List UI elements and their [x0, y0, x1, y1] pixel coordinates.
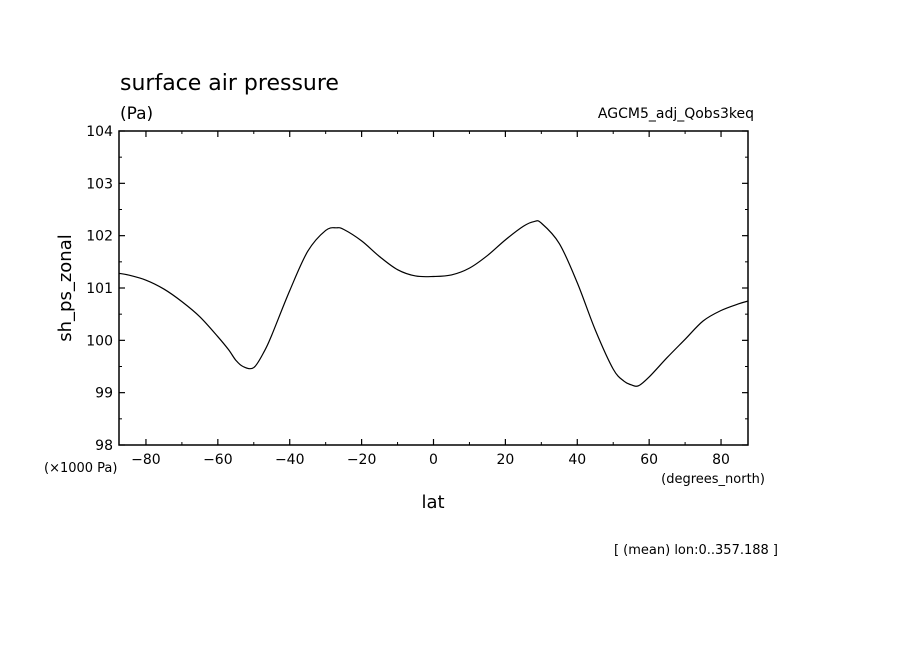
- y-tick-label: 103: [86, 176, 113, 192]
- x-tick-label: −60: [203, 452, 233, 468]
- y-tick-label: 100: [86, 333, 113, 349]
- y-axis-ticks: 98 99 100 101 102 103 104: [86, 124, 748, 454]
- run-name: AGCM5_adj_Qobs3keq: [598, 106, 754, 122]
- x-axis-ticks: −80 −60 −40 −20 0 20 40 60 80: [131, 131, 730, 468]
- x-tick-label: 40: [568, 452, 586, 468]
- x-tick-label: −40: [275, 452, 305, 468]
- y-tick-label: 101: [86, 281, 113, 297]
- x-tick-label: 0: [429, 452, 438, 468]
- x-tick-label: 20: [496, 452, 514, 468]
- x-tick-label: 60: [640, 452, 658, 468]
- chart-title: surface air pressure: [120, 71, 339, 96]
- y-tick-label: 99: [95, 386, 113, 402]
- x-axis-label: lat: [421, 492, 444, 513]
- y-scale-note: (×1000 Pa): [44, 461, 117, 476]
- series-line-sh-ps-zonal: [118, 220, 749, 387]
- x-units-label: (degrees_north): [661, 472, 765, 487]
- y-tick-label: 102: [86, 229, 113, 245]
- footnote: [ (mean) lon:0..357.188 ]: [614, 543, 778, 558]
- x-tick-label: −80: [131, 452, 161, 468]
- x-tick-label: −20: [347, 452, 377, 468]
- y-tick-label: 98: [95, 438, 113, 454]
- y-tick-label: 104: [86, 124, 113, 140]
- chart-units: (Pa): [120, 104, 153, 124]
- plot-frame: [118, 130, 749, 446]
- x-tick-label: 80: [712, 452, 730, 468]
- y-axis-label: sh_ps_zonal: [55, 234, 76, 342]
